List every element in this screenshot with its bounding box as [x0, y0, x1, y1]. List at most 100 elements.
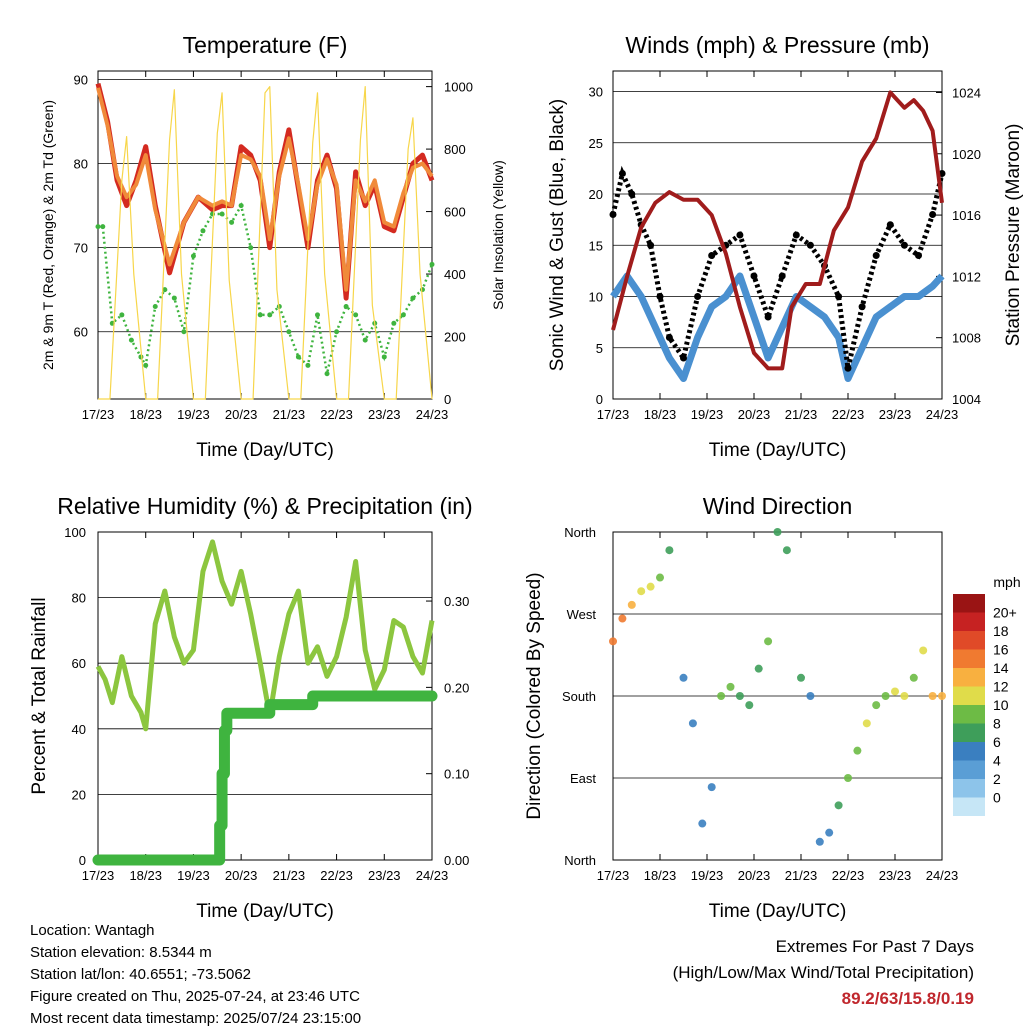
direction-point — [825, 828, 834, 837]
y2-tick-label: 0.30 — [444, 594, 469, 609]
x-tick-label: 23/23 — [879, 868, 912, 883]
legend-label: 10 — [993, 697, 1009, 713]
legend-title: mph — [993, 574, 1020, 590]
y-tick-label: 60 — [74, 325, 88, 340]
legend-label: 8 — [993, 716, 1001, 732]
direction-point — [745, 701, 754, 710]
legend-swatch — [953, 723, 985, 742]
y-tick-label: East — [570, 771, 596, 786]
direction-point — [928, 692, 937, 700]
y2-tick-label: 0.00 — [444, 853, 469, 868]
legend-swatch — [953, 686, 985, 705]
y2-tick-label: 1020 — [952, 147, 981, 162]
y-tick-label: South — [562, 689, 596, 704]
y-tick-label: North — [564, 853, 596, 868]
x-tick-label: 19/23 — [691, 407, 724, 422]
direction-point — [735, 692, 744, 700]
legend-label: 16 — [993, 642, 1009, 658]
legend-label: 0 — [993, 790, 1001, 806]
y2-tick-label: 1008 — [952, 331, 981, 346]
direction-point — [627, 600, 636, 609]
extremes-box: Extremes For Past 7 Days (High/Low/Max W… — [673, 934, 974, 1012]
y-tick-label: 25 — [589, 136, 603, 151]
elevation-text: Station elevation: 8.5344 m — [30, 944, 212, 961]
y-tick-label: 90 — [74, 72, 88, 87]
direction-point — [797, 673, 805, 682]
direction-point — [919, 646, 928, 655]
x-tick-label: 21/23 — [785, 407, 818, 422]
x-tick-label: 18/23 — [644, 407, 677, 422]
direction-point — [609, 637, 617, 646]
direction-point — [844, 774, 852, 782]
y-tick-label: 70 — [74, 241, 88, 256]
direction-point — [862, 719, 871, 728]
direction-point — [815, 837, 824, 846]
extremes-values: 89.2/63/15.8/0.19 — [841, 989, 974, 1008]
direction-point — [688, 719, 697, 728]
x-tick-label: 17/23 — [82, 868, 115, 883]
direction-point — [754, 664, 763, 673]
direction-point — [717, 692, 726, 700]
legend-swatch — [953, 797, 985, 816]
direction-point — [938, 692, 946, 700]
panel-title: Winds (mph) & Pressure (mb) — [625, 32, 929, 58]
legend-label: 2 — [993, 771, 1001, 787]
y2-tick-label: 800 — [444, 142, 466, 157]
y2-tick-label: 1024 — [952, 85, 981, 100]
y-tick-label: 100 — [64, 525, 86, 540]
x-tick-label: 18/23 — [129, 868, 162, 883]
extremes-title: Extremes For Past 7 Days — [775, 937, 974, 956]
x-tick-label: 17/23 — [597, 868, 630, 883]
direction-point — [656, 573, 664, 582]
extremes-subtitle: (High/Low/Max Wind/Total Precipitation) — [672, 963, 974, 982]
x-tick-label: 19/23 — [177, 407, 210, 422]
direction-point — [764, 637, 773, 646]
legend-label: 14 — [993, 660, 1009, 676]
x-tick-label: 21/23 — [273, 868, 306, 883]
latlon-text: Station lat/lon: 40.6551; -73.5062 — [30, 966, 252, 983]
y2-tick-label: 1004 — [952, 392, 981, 407]
x-tick-label: 20/23 — [738, 868, 771, 883]
x-tick-label: 21/23 — [273, 407, 306, 422]
y-tick-label: 40 — [72, 722, 86, 737]
y-tick-label: 60 — [72, 656, 86, 671]
legend-swatch — [953, 594, 985, 613]
direction-point — [900, 692, 909, 700]
x-tick-label: 20/23 — [225, 407, 258, 422]
plot-frame — [97, 70, 433, 400]
created-text: Figure created on Thu, 2025-07-24, at 23… — [30, 988, 360, 1005]
legend-label: 6 — [993, 734, 1001, 750]
y-tick-label: 80 — [74, 157, 88, 172]
x-tick-label: 22/23 — [320, 407, 353, 422]
panel-title: Temperature (F) — [183, 32, 348, 58]
x-axis-label: Time (Day/UTC) — [709, 440, 847, 461]
y-tick-label: 20 — [72, 787, 86, 802]
x-tick-label: 21/23 — [785, 868, 818, 883]
y-tick-label: West — [567, 607, 597, 622]
direction-point — [679, 673, 688, 682]
y-axis-label: 2m & 9m T (Red, Orange) & 2m Td (Green) — [40, 100, 56, 370]
precip-line — [92, 690, 438, 866]
y-tick-label: 5 — [596, 341, 603, 356]
x-tick-label: 22/23 — [320, 868, 353, 883]
direction-point — [909, 673, 918, 682]
x-tick-label: 22/23 — [832, 868, 865, 883]
legend-swatch — [953, 649, 985, 668]
x-tick-label: 22/23 — [832, 407, 865, 422]
y-tick-label: 10 — [589, 290, 603, 305]
recent-text: Most recent data timestamp: 2025/07/24 2… — [30, 1010, 362, 1027]
series-line — [95, 83, 435, 301]
x-tick-label: 19/23 — [177, 868, 210, 883]
x-axis-label: Time (Day/UTC) — [196, 901, 334, 922]
y2-tick-label: 1000 — [444, 80, 473, 95]
y-tick-label: 0 — [79, 853, 86, 868]
y-tick-label: North — [564, 525, 596, 540]
legend-label: 12 — [993, 679, 1009, 695]
pressure-line — [611, 90, 944, 371]
legend-swatch — [953, 705, 985, 724]
direction-point — [872, 701, 881, 710]
y2-tick-label: 1012 — [952, 269, 981, 284]
y-tick-label: 30 — [589, 85, 603, 100]
legend-swatch — [953, 742, 985, 761]
